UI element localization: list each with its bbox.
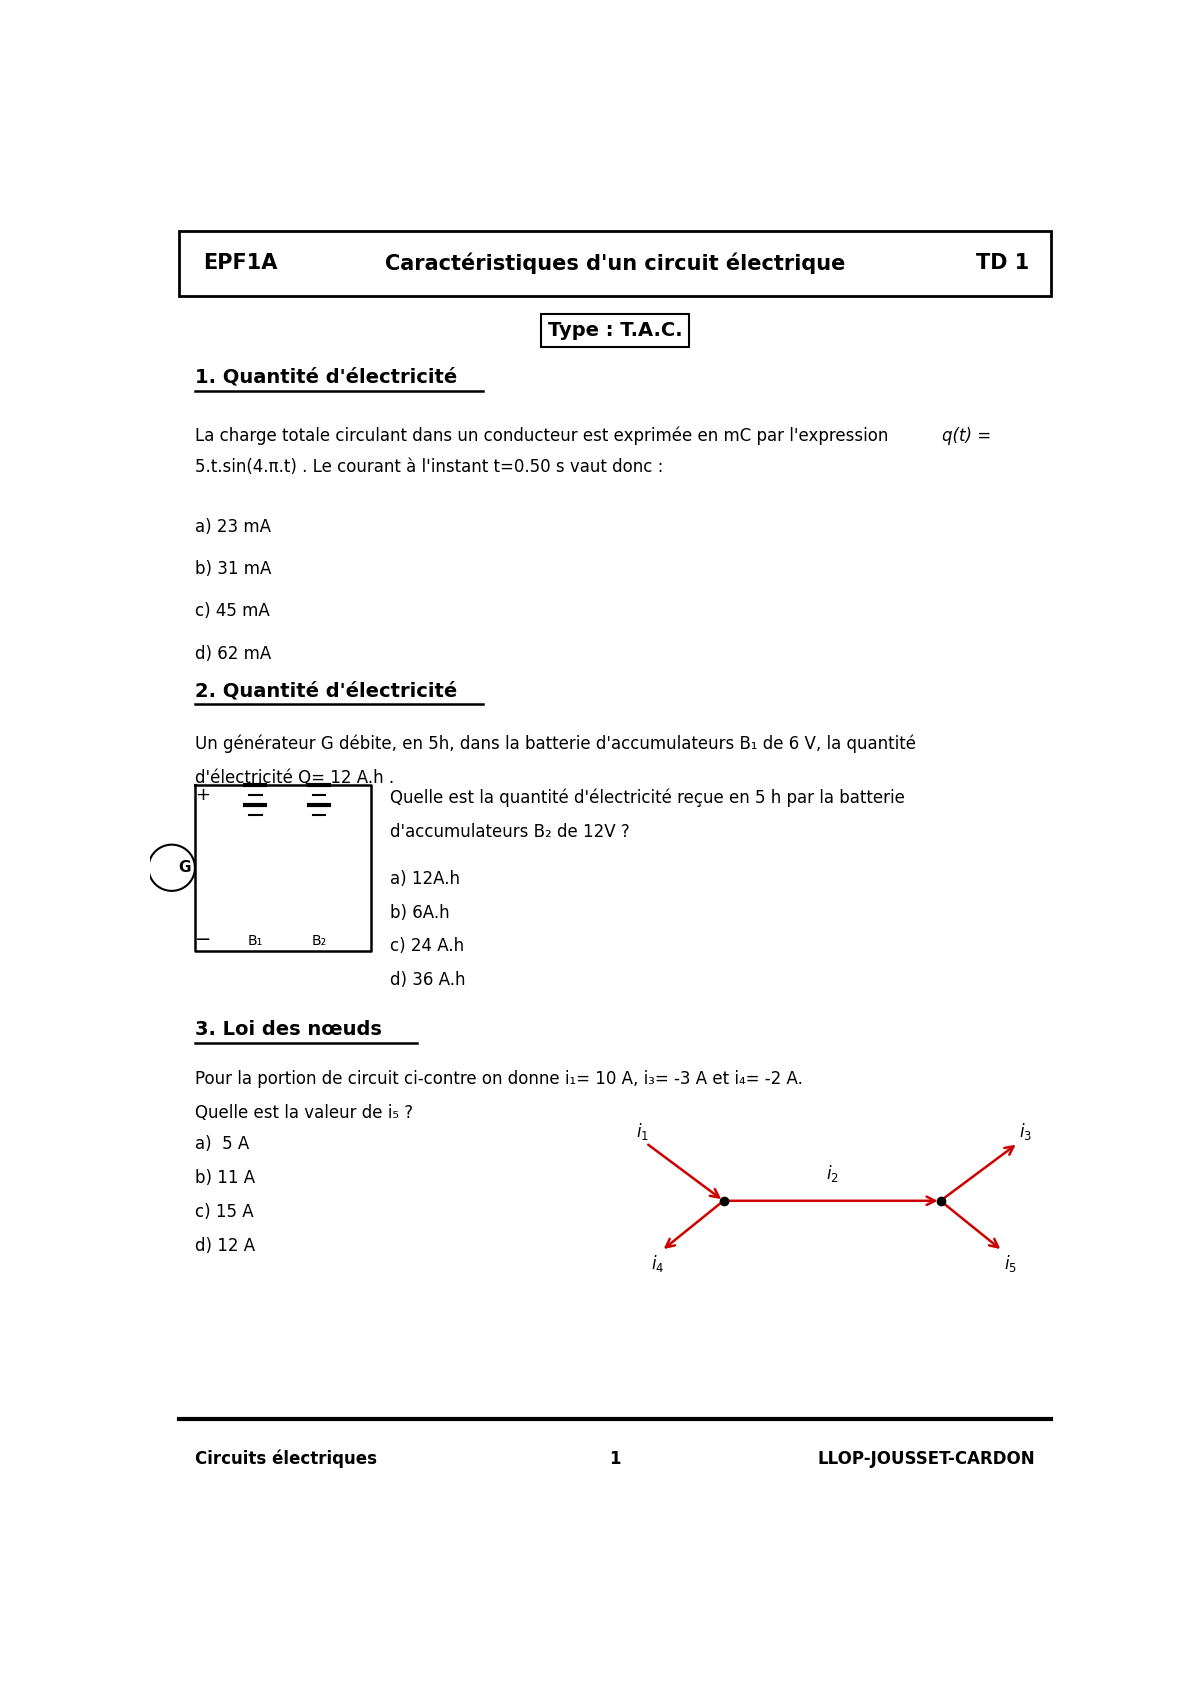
Text: c) 45 mA: c) 45 mA xyxy=(194,602,270,621)
Text: 1. Quantité d'électricité: 1. Quantité d'électricité xyxy=(194,368,457,387)
Text: +: + xyxy=(196,786,210,804)
Text: q(t) =: q(t) = xyxy=(942,428,991,445)
Text: b) 11 A: b) 11 A xyxy=(194,1169,256,1188)
Text: 1: 1 xyxy=(610,1449,620,1468)
Text: c) 15 A: c) 15 A xyxy=(194,1203,253,1222)
Text: EPF1A: EPF1A xyxy=(203,253,277,273)
Text: 2. Quantité d'électricité: 2. Quantité d'électricité xyxy=(194,680,457,701)
Text: b) 31 mA: b) 31 mA xyxy=(194,560,271,579)
Text: Quelle est la valeur de i₅ ?: Quelle est la valeur de i₅ ? xyxy=(194,1103,413,1122)
Text: a)  5 A: a) 5 A xyxy=(194,1135,250,1154)
Text: Type : T.A.C.: Type : T.A.C. xyxy=(547,321,683,339)
Text: d) 62 mA: d) 62 mA xyxy=(194,645,271,664)
Text: d'accumulateurs B₂ de 12V ?: d'accumulateurs B₂ de 12V ? xyxy=(390,823,630,840)
Text: $i_2$: $i_2$ xyxy=(826,1162,839,1185)
Text: B₂: B₂ xyxy=(311,935,326,949)
Text: b) 6A.h: b) 6A.h xyxy=(390,903,450,921)
Text: $i_5$: $i_5$ xyxy=(1003,1254,1016,1274)
Text: Circuits électriques: Circuits électriques xyxy=(194,1449,377,1468)
Text: c) 24 A.h: c) 24 A.h xyxy=(390,937,464,955)
Text: d) 36 A.h: d) 36 A.h xyxy=(390,971,466,989)
Text: La charge totale circulant dans un conducteur est exprimée en mC par l'expressio: La charge totale circulant dans un condu… xyxy=(194,428,894,445)
Text: 3. Loi des nœuds: 3. Loi des nœuds xyxy=(194,1020,382,1039)
Text: a) 23 mA: a) 23 mA xyxy=(194,518,271,536)
Text: Pour la portion de circuit ci-contre on donne i₁= 10 A, i₃= -3 A et i₄= -2 A.: Pour la portion de circuit ci-contre on … xyxy=(194,1069,803,1088)
Text: Caractéristiques d'un circuit électrique: Caractéristiques d'un circuit électrique xyxy=(385,253,845,273)
Text: d) 12 A: d) 12 A xyxy=(194,1237,256,1256)
Text: $i_4$: $i_4$ xyxy=(650,1254,665,1274)
Text: $i_1$: $i_1$ xyxy=(636,1122,649,1142)
Text: B₁: B₁ xyxy=(247,935,263,949)
Bar xyxy=(180,231,1050,295)
Text: d'électricité Q= 12 A.h .: d'électricité Q= 12 A.h . xyxy=(194,769,394,787)
Text: Quelle est la quantité d'électricité reçue en 5 h par la batterie: Quelle est la quantité d'électricité reç… xyxy=(390,789,905,808)
Text: $i_3$: $i_3$ xyxy=(1019,1122,1032,1142)
Text: LLOP-JOUSSET-CARDON: LLOP-JOUSSET-CARDON xyxy=(817,1449,1036,1468)
Text: −: − xyxy=(194,930,211,949)
Text: a) 12A.h: a) 12A.h xyxy=(390,869,461,888)
Text: TD 1: TD 1 xyxy=(977,253,1030,273)
Text: Un générateur G débite, en 5h, dans la batterie d'accumulateurs B₁ de 6 V, la qu: Un générateur G débite, en 5h, dans la b… xyxy=(194,735,916,753)
Text: G: G xyxy=(179,860,191,876)
Text: 5.t.sin(4.π.t) . Le courant à l'instant t=0.50 s vaut donc :: 5.t.sin(4.π.t) . Le courant à l'instant … xyxy=(194,458,664,475)
